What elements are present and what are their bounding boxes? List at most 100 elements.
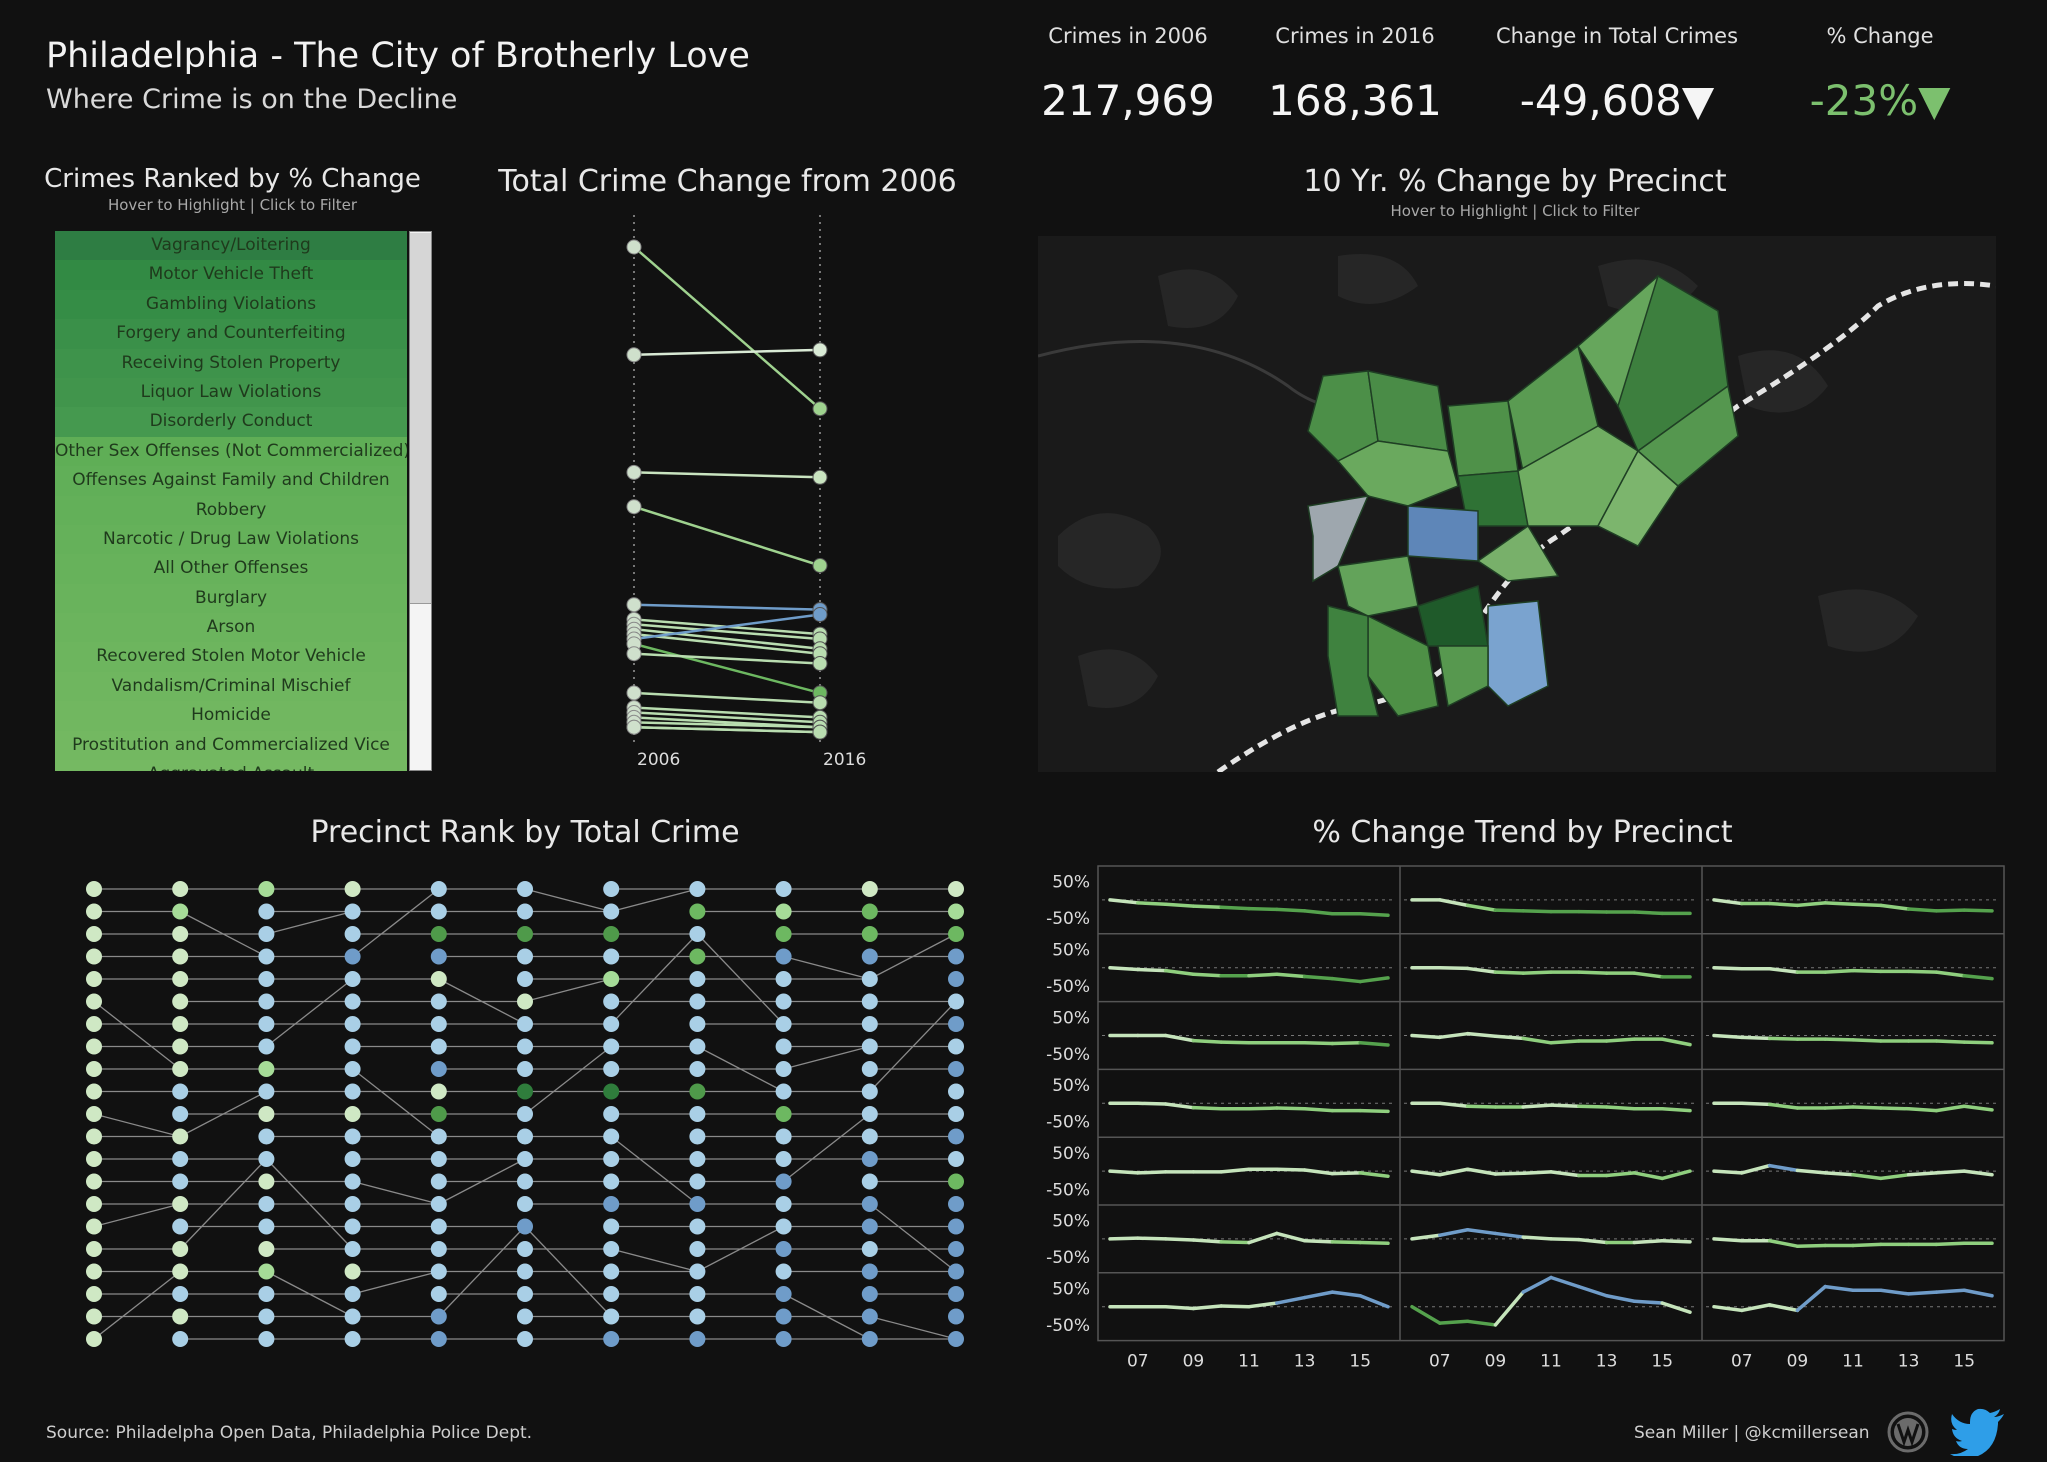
bump-point[interactable]	[775, 1241, 792, 1257]
bump-point[interactable]	[172, 926, 189, 942]
trend-line-segment[interactable]	[1275, 1106, 1307, 1111]
slope-point-2006[interactable]	[626, 597, 642, 613]
trend-line-segment[interactable]	[1493, 1171, 1525, 1176]
trend-line-segment[interactable]	[1438, 1228, 1470, 1237]
bump-point[interactable]	[861, 948, 878, 965]
bump-point[interactable]	[948, 1061, 964, 1077]
bump-point[interactable]	[172, 1151, 189, 1167]
bump-point[interactable]	[517, 1016, 533, 1032]
bump-point[interactable]	[172, 971, 189, 987]
trend-line-segment[interactable]	[1823, 968, 1855, 974]
trend-line-segment[interactable]	[1275, 972, 1307, 979]
trend-line-segment[interactable]	[1410, 1233, 1442, 1241]
bump-point[interactable]	[258, 1061, 275, 1077]
bump-point[interactable]	[689, 1106, 706, 1122]
trend-line-segment[interactable]	[1438, 1031, 1470, 1040]
bump-point[interactable]	[172, 1038, 189, 1055]
bump-point[interactable]	[517, 1308, 533, 1325]
rank-list-item[interactable]: Forgery and Counterfeiting	[55, 319, 407, 349]
trend-line-segment[interactable]	[1108, 898, 1140, 905]
slope-line[interactable]	[633, 623, 821, 641]
bump-point[interactable]	[430, 1151, 447, 1167]
bump-point[interactable]	[258, 1331, 275, 1347]
bump-point[interactable]	[603, 1128, 620, 1145]
bump-point[interactable]	[172, 1016, 189, 1032]
bump-point[interactable]	[948, 948, 964, 965]
bump-point[interactable]	[689, 1241, 706, 1257]
bump-point[interactable]	[344, 1331, 361, 1347]
bump-point[interactable]	[344, 1038, 361, 1055]
bump-point[interactable]	[948, 1218, 964, 1235]
trend-line-segment[interactable]	[1632, 971, 1664, 979]
bump-point[interactable]	[775, 1331, 792, 1347]
trend-line-segment[interactable]	[1962, 973, 1994, 981]
bump-point[interactable]	[517, 1263, 533, 1280]
trend-line-segment[interactable]	[1108, 1236, 1140, 1241]
bump-point[interactable]	[517, 993, 533, 1010]
bump-point[interactable]	[775, 1218, 792, 1235]
trend-line-segment[interactable]	[1660, 1107, 1692, 1113]
bump-point[interactable]	[258, 1308, 275, 1325]
precinct-region[interactable]	[1337, 555, 1419, 617]
slope-line[interactable]	[633, 711, 821, 724]
bump-point[interactable]	[344, 1308, 361, 1325]
trend-line-segment[interactable]	[1438, 1101, 1470, 1108]
trend-line-segment[interactable]	[1438, 965, 1470, 971]
trend-line-segment[interactable]	[1934, 1169, 1966, 1175]
bump-point[interactable]	[258, 1173, 275, 1190]
slope-line[interactable]	[633, 706, 821, 719]
trend-line-segment[interactable]	[1219, 1040, 1251, 1045]
bump-point[interactable]	[344, 1106, 361, 1122]
bump-point[interactable]	[86, 1286, 102, 1302]
trend-line-segment[interactable]	[1767, 1303, 1800, 1313]
bump-point[interactable]	[172, 948, 189, 965]
bump-point[interactable]	[689, 971, 706, 987]
bump-point[interactable]	[689, 1016, 706, 1032]
trend-line-segment[interactable]	[1906, 969, 1939, 974]
bump-point[interactable]	[86, 1218, 102, 1235]
trend-line-segment[interactable]	[1108, 965, 1140, 972]
bump-point[interactable]	[344, 948, 361, 965]
trend-line-segment[interactable]	[1191, 1304, 1223, 1311]
rank-list-item[interactable]: Vagrancy/Loitering	[55, 231, 407, 261]
trend-line-segment[interactable]	[1302, 1041, 1335, 1046]
trend-line-segment[interactable]	[1906, 907, 1939, 913]
rank-list-item[interactable]: All Other Offenses	[55, 554, 407, 584]
bump-point[interactable]	[344, 903, 361, 920]
precinct-region[interactable]	[1437, 645, 1489, 708]
bump-point[interactable]	[86, 1173, 102, 1190]
trend-line-segment[interactable]	[1219, 1304, 1251, 1309]
bump-point[interactable]	[86, 881, 102, 897]
bump-point[interactable]	[430, 1173, 447, 1190]
bump-point[interactable]	[258, 1083, 275, 1100]
trend-line-segment[interactable]	[1330, 976, 1362, 984]
trend-line-segment[interactable]	[1465, 903, 1498, 912]
trend-line-segment[interactable]	[1767, 1163, 1800, 1173]
bump-point[interactable]	[775, 971, 792, 987]
trend-line-segment[interactable]	[1219, 1240, 1251, 1245]
trend-line-segment[interactable]	[1851, 902, 1883, 908]
trend-line-segment[interactable]	[1358, 1240, 1390, 1246]
bump-point[interactable]	[775, 1061, 792, 1077]
bump-point[interactable]	[344, 1061, 361, 1077]
trend-line-segment[interactable]	[1330, 1240, 1362, 1245]
bump-point[interactable]	[861, 1016, 878, 1032]
rank-list-item[interactable]: Receiving Stolen Property	[55, 348, 407, 378]
trend-line-segment[interactable]	[1521, 970, 1553, 975]
bump-point[interactable]	[603, 1083, 620, 1100]
bump-point[interactable]	[861, 1106, 878, 1122]
trend-line-segment[interactable]	[1604, 1171, 1637, 1178]
bump-point[interactable]	[861, 903, 878, 920]
trend-line-segment[interactable]	[1410, 1169, 1442, 1177]
precinct-region[interactable]	[1407, 505, 1479, 562]
trend-line-segment[interactable]	[1438, 1319, 1470, 1325]
bump-point[interactable]	[86, 1038, 102, 1055]
bump-point[interactable]	[603, 971, 620, 987]
bump-point[interactable]	[430, 1106, 447, 1122]
rank-list-item[interactable]: Prostitution and Commercialized Vice	[55, 730, 407, 761]
bump-point[interactable]	[517, 1286, 533, 1302]
bump-point[interactable]	[430, 1038, 447, 1055]
slope-point-2006[interactable]	[626, 719, 642, 735]
trend-line-segment[interactable]	[1795, 1243, 1827, 1248]
slope-line[interactable]	[633, 603, 821, 611]
